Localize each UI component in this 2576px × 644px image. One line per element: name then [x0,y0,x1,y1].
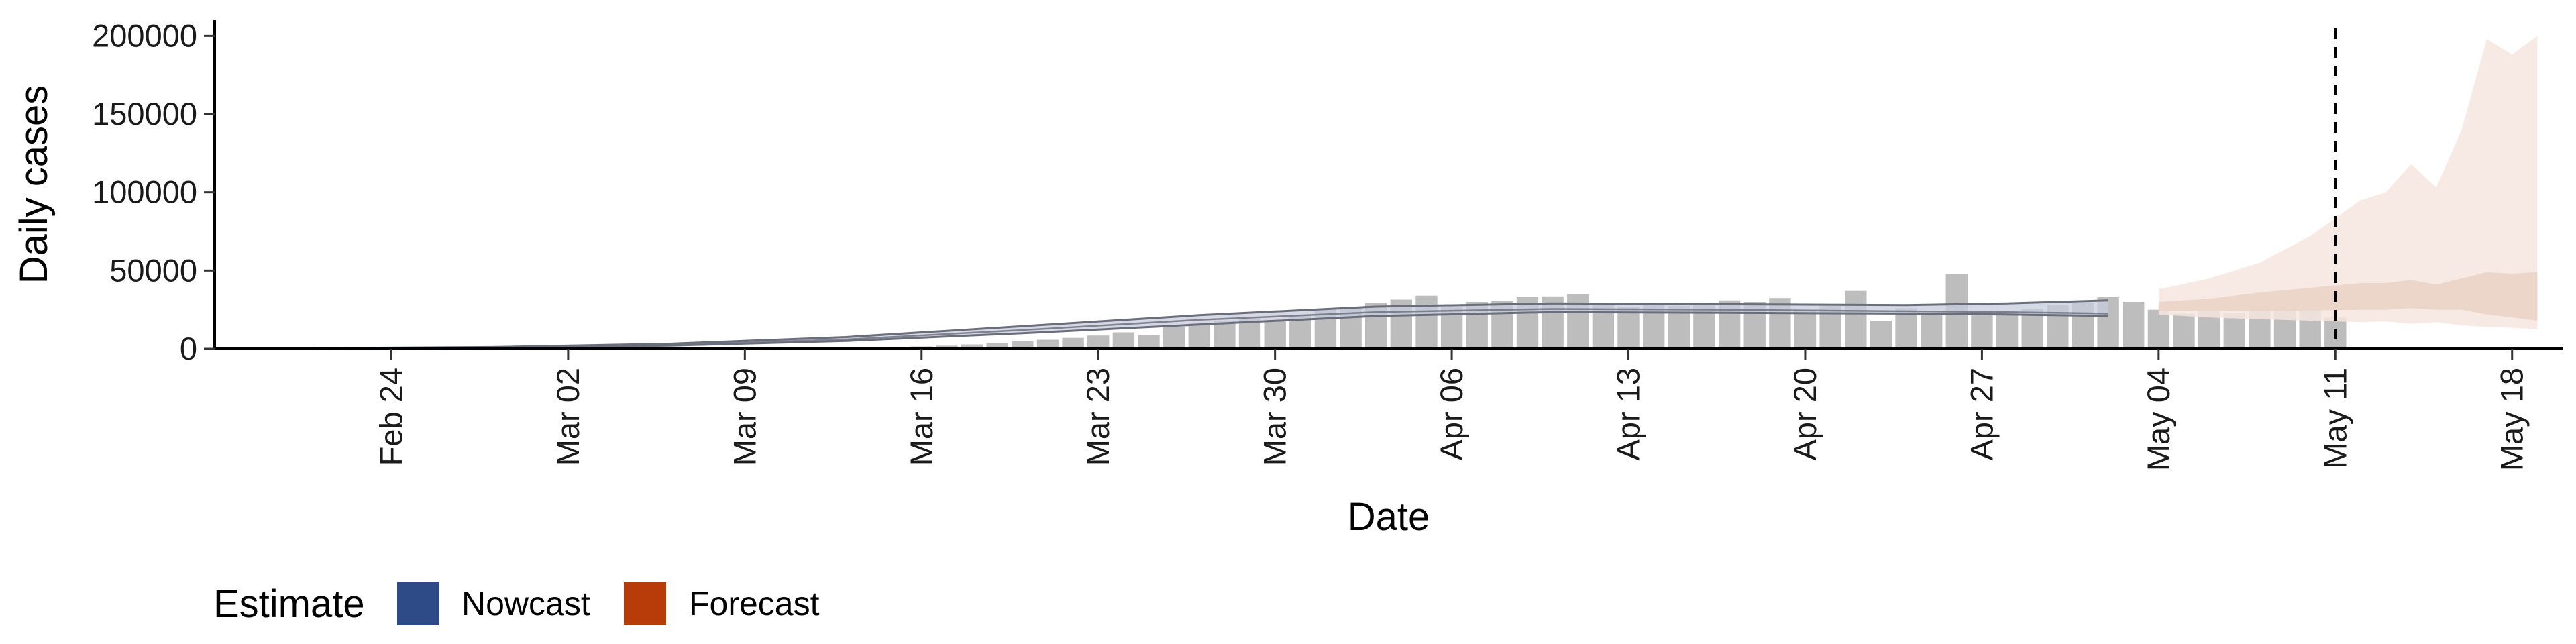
bar-55 [2223,313,2245,349]
forecast-band-inner [2158,272,2538,321]
legend: Estimate Nowcast Forecast [213,582,820,626]
bar-23 [1415,295,1438,349]
legend-label-forecast: Forecast [689,585,820,623]
x-tick-label-8: Apr 20 [1787,368,1823,460]
bar-11 [1112,332,1135,349]
bar-4 [936,345,958,349]
y-tick-label-4: 200000 [92,17,197,53]
bar-10 [1087,335,1110,349]
nowcast-median-line [315,308,2108,350]
x-tick-label-4: Mar 23 [1080,368,1116,466]
bar-53 [2173,313,2195,349]
y-tick-label-0: 0 [180,331,197,366]
bar-38 [1794,309,1817,349]
y-ticks: 0 50000 100000 150000 200000 [92,17,215,366]
x-tick-label-1: Mar 02 [550,368,586,466]
bar-7 [1012,341,1034,349]
bar-8 [1036,339,1059,349]
x-tick-label-10: May 04 [2141,368,2176,471]
legend-key-forecast [624,582,666,625]
legend-key-nowcast [397,582,439,625]
nowcast-layer [315,299,2108,350]
bar-13 [1163,327,1185,349]
y-axis-title: Daily cases [12,85,56,284]
x-tick-label-5: Mar 30 [1257,368,1293,466]
x-tick-label-12: May 18 [2494,368,2530,471]
forecast-band-outer [2158,36,2538,329]
bar-45 [1971,311,1993,349]
bar-5 [961,344,983,349]
bar-15 [1214,321,1236,349]
bar-51 [2123,302,2145,349]
bar-17 [1264,319,1286,349]
bar-43 [1921,314,1943,349]
bar-40 [1845,290,1867,349]
x-tick-label-11: May 11 [2317,368,2353,469]
bar-29 [1567,294,1589,349]
x-tick-label-6: Apr 06 [1434,368,1469,460]
bar-14 [1188,323,1210,349]
bar-31 [1617,307,1640,349]
bar-52 [2147,309,2170,349]
bar-46 [1996,311,2019,349]
bar-42 [1895,308,1917,349]
x-tick-label-0: Feb 24 [373,368,409,466]
nowcast-upper-line [315,299,2108,350]
legend-title: Estimate [213,582,365,626]
y-tick-label-2: 100000 [92,174,197,210]
bar-6 [986,343,1008,349]
forecast-layer [2158,36,2538,329]
x-axis-title: Date [1348,495,1430,539]
x-tick-label-2: Mar 09 [727,368,762,466]
bar-12 [1138,335,1160,349]
x-ticks: Feb 24 Mar 02 Mar 09 Mar 16 Mar 23 Mar 30 Apr … [373,349,2530,471]
x-tick-label-7: Apr 13 [1611,368,1646,460]
y-tick-label-3: 150000 [92,96,197,131]
axes [213,20,2563,350]
x-tick-label-9: Apr 27 [1964,368,1999,460]
y-tick-label-1: 50000 [109,252,197,288]
bar-41 [1870,321,1892,349]
legend-label-nowcast: Nowcast [462,585,590,623]
x-tick-label-3: Mar 16 [904,368,939,466]
bar-9 [1062,337,1084,349]
